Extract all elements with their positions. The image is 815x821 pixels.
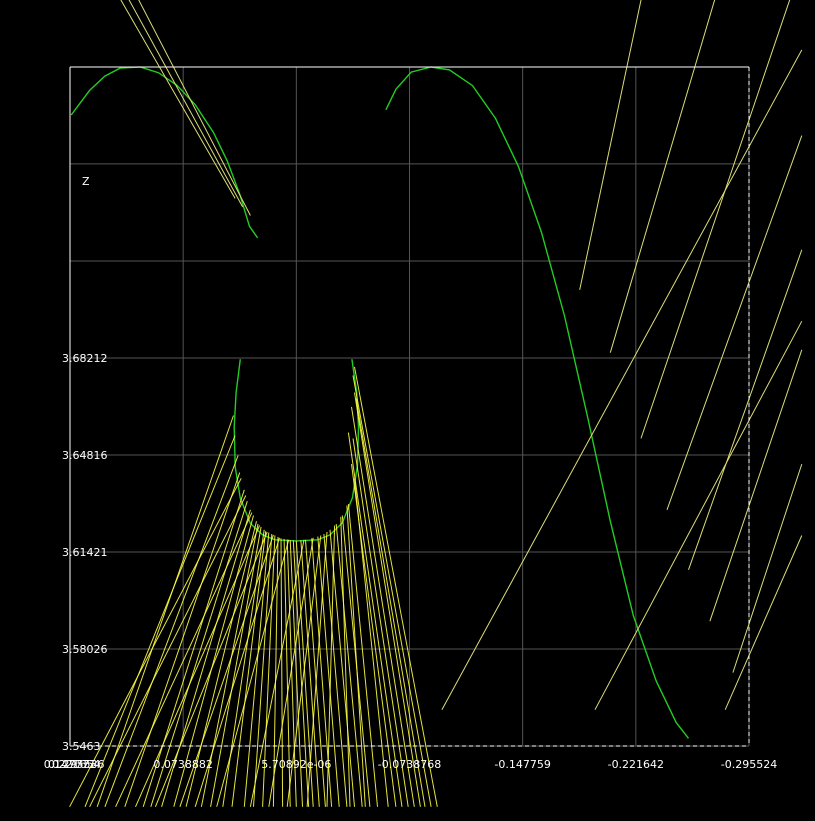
ray-line (329, 529, 355, 807)
ray-line (352, 375, 432, 807)
y-tick-label: 3.64816 (62, 449, 108, 462)
y-tick-label: 3.58026 (62, 643, 108, 656)
ray-line-upper (724, 535, 803, 710)
x-tick-label: 5.70892e-06 (261, 758, 331, 771)
x-tick-label: -0.0738768 (378, 758, 441, 771)
ray-line (249, 539, 305, 807)
ray-line (243, 532, 270, 807)
ray-line (253, 533, 273, 807)
x-tick-label: -0.221642 (608, 758, 664, 771)
ray-line (135, 525, 261, 808)
tick-labels: 0.147771 0.0738882 5.70892e-06 -0.0738768 -0… (44, 352, 777, 771)
ray-line (286, 535, 322, 807)
ray-line (280, 538, 284, 807)
ray-line (305, 539, 326, 807)
ray-line (185, 521, 257, 807)
ray-line (216, 539, 290, 807)
ray-line (323, 533, 348, 807)
y-tick-label: 3.61421 (62, 546, 108, 559)
x-tick-label-overlap: 0.221654 (48, 758, 101, 771)
ray-line (179, 534, 274, 807)
ray-line (69, 478, 242, 808)
x-tick-label: -0.295524 (721, 758, 777, 771)
ray-line (154, 531, 268, 807)
ray-line (351, 406, 415, 807)
ray-line (289, 539, 303, 807)
ray-line (292, 540, 310, 807)
ray-line (231, 531, 267, 807)
ray-line (283, 538, 291, 807)
ray-line (335, 523, 363, 807)
ray-line-upper (441, 49, 803, 710)
x-tick-label: 0.147771 (44, 758, 97, 771)
ray-line (262, 535, 276, 807)
ray-line (346, 505, 366, 807)
ray-line (347, 432, 403, 807)
x-tick-label-overlap: 0.295536 (52, 758, 105, 771)
grid-lines (69, 67, 750, 747)
ray-line (161, 509, 251, 807)
axis-name-label: Z (82, 175, 90, 188)
ray-line (142, 489, 245, 807)
ray-line (124, 472, 241, 807)
ray-line-upper (732, 463, 803, 673)
ray-line (115, 512, 253, 808)
x-tick-label: -0.147759 (494, 758, 550, 771)
curve-series-0 (70, 66, 259, 239)
ray-line (347, 504, 378, 807)
y-tick-label: 3.5463 (62, 740, 101, 753)
ray-line-upper (594, 320, 803, 710)
ray-line (89, 495, 247, 808)
ray-line-upper (709, 349, 803, 622)
ray-line (300, 540, 320, 807)
ray-line (354, 392, 421, 807)
x-tick-label: 0.0738882 (153, 758, 213, 771)
ray-line (194, 537, 280, 807)
ray-line (355, 398, 426, 807)
ray-layer (69, 0, 803, 808)
ray-line-upper (120, 0, 236, 199)
ray-line (326, 525, 336, 807)
ray-line (84, 435, 236, 807)
ray-line-upper (640, 0, 791, 439)
ray-line-upper (138, 0, 251, 216)
ray-line (173, 515, 254, 807)
curve-series-1 (385, 66, 690, 739)
ray-line (352, 438, 409, 807)
ray-line (150, 501, 248, 807)
ray-line (200, 523, 259, 807)
ray-line (340, 516, 351, 807)
ray-line (210, 526, 262, 807)
ray-line (286, 539, 297, 807)
ray-line-upper (666, 135, 803, 510)
ray-line-upper (128, 0, 244, 208)
plot-frame (69, 66, 750, 747)
ray-line-upper (688, 249, 803, 570)
ray-line (306, 531, 328, 807)
ray-line-upper (609, 0, 716, 353)
ray-line (96, 415, 234, 807)
ray-line (317, 536, 340, 807)
ray-line (268, 537, 314, 807)
ray-line (104, 455, 239, 807)
ray-line (354, 366, 438, 807)
y-tick-label: 3.68212 (62, 352, 108, 365)
ray-line (222, 529, 265, 807)
ray-line (351, 464, 397, 807)
curve-layer (70, 66, 690, 739)
ray-line-upper (579, 0, 642, 290)
